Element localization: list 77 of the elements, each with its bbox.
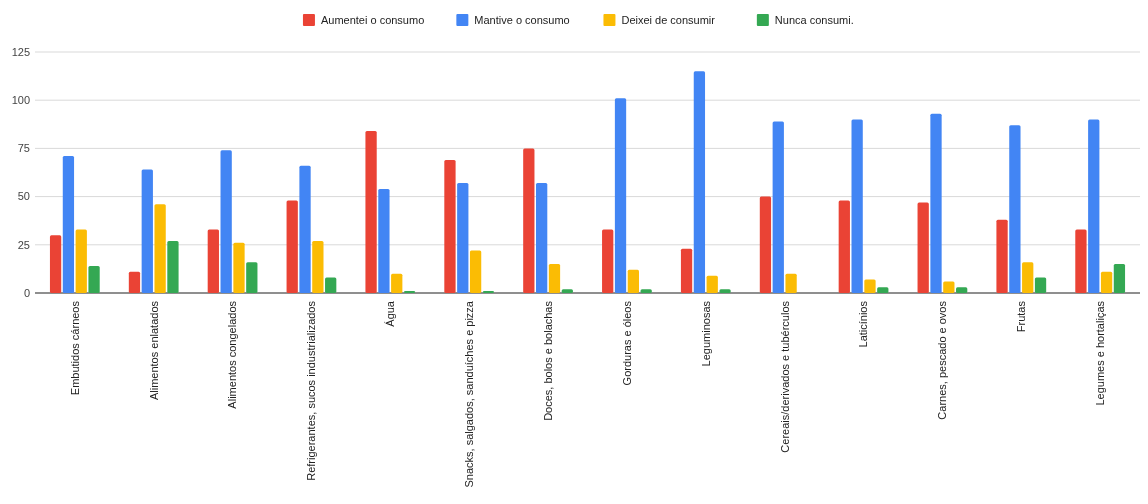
bar xyxy=(785,273,797,293)
bar xyxy=(614,98,627,293)
bar xyxy=(1100,271,1113,293)
bar xyxy=(141,169,153,293)
bar xyxy=(706,275,718,293)
bar xyxy=(62,156,75,293)
legend-label: Mantive o consumo xyxy=(474,13,570,26)
x-tick-label: Legumes e hortaliças xyxy=(1094,300,1107,406)
x-tick-label: Snacks, salgados, sanduíches e pizza xyxy=(463,300,476,488)
bar xyxy=(325,277,337,293)
legend-label: Aumentei o consumo xyxy=(320,13,425,26)
bar xyxy=(1009,125,1021,293)
bar xyxy=(877,287,889,293)
bar xyxy=(128,271,141,293)
bar xyxy=(943,281,955,293)
bar xyxy=(154,204,166,293)
x-tick-label: Embutidos cárneos xyxy=(68,300,81,396)
y-tick-label: 0 xyxy=(23,286,30,299)
bar xyxy=(602,229,614,293)
bar xyxy=(391,273,403,293)
bar xyxy=(88,266,100,293)
x-tick-label: Gorduras e óleos xyxy=(620,300,633,386)
bar xyxy=(680,248,693,293)
bar xyxy=(167,240,179,293)
bar xyxy=(548,264,561,293)
x-tick-label: Cereais/derivados e tubérculos xyxy=(778,300,791,453)
bar xyxy=(930,113,942,293)
bar xyxy=(233,242,245,293)
bar xyxy=(640,289,652,293)
bar xyxy=(851,119,863,293)
bar xyxy=(75,229,87,293)
bar xyxy=(759,196,772,293)
legend-label: Nunca consumi. xyxy=(774,13,854,26)
bar xyxy=(1113,264,1126,293)
bar xyxy=(561,289,573,293)
x-tick-label: Alimentos congelados xyxy=(226,300,239,409)
x-tick-label: Carnes, pescado e ovos xyxy=(936,300,949,420)
bar xyxy=(378,188,390,293)
x-tick-label: Doces, bolos e bolachas xyxy=(541,300,554,421)
x-tick-label: Refrigerantes, sucos industrializados xyxy=(305,300,318,481)
y-tick-label: 25 xyxy=(17,238,30,251)
bar xyxy=(365,131,377,293)
bar xyxy=(772,121,784,293)
bar xyxy=(286,200,298,293)
y-tick-label: 100 xyxy=(11,94,30,107)
bar xyxy=(917,202,929,293)
x-tick-label: Água xyxy=(384,300,397,327)
bar xyxy=(457,183,469,293)
bar xyxy=(536,183,548,293)
legend-label: Deixei de consumir xyxy=(621,13,716,26)
x-tick-label: Leguminosas xyxy=(699,300,712,367)
bar xyxy=(1075,229,1087,293)
bar xyxy=(49,235,62,293)
y-tick-label: 125 xyxy=(11,45,30,58)
bar xyxy=(444,159,456,293)
bar xyxy=(996,219,1008,293)
bar xyxy=(627,269,639,293)
bar xyxy=(838,200,850,293)
bar xyxy=(864,279,876,293)
bar xyxy=(523,148,535,293)
bar xyxy=(207,229,219,293)
bar xyxy=(469,250,482,293)
bar xyxy=(246,262,258,293)
bar xyxy=(299,165,311,293)
y-tick-label: 50 xyxy=(17,190,30,203)
x-tick-label: Frutas xyxy=(1015,300,1028,333)
bar xyxy=(1034,277,1047,293)
bar xyxy=(956,287,968,293)
y-tick-label: 75 xyxy=(17,142,30,155)
bar xyxy=(1022,262,1034,293)
x-tick-label: Laticínios xyxy=(857,300,870,348)
bar xyxy=(1088,119,1100,293)
bar xyxy=(220,150,232,293)
bar xyxy=(312,240,324,293)
bar xyxy=(693,71,706,293)
x-tick-label: Alimentos enlatados xyxy=(147,300,160,401)
bar xyxy=(719,289,731,293)
